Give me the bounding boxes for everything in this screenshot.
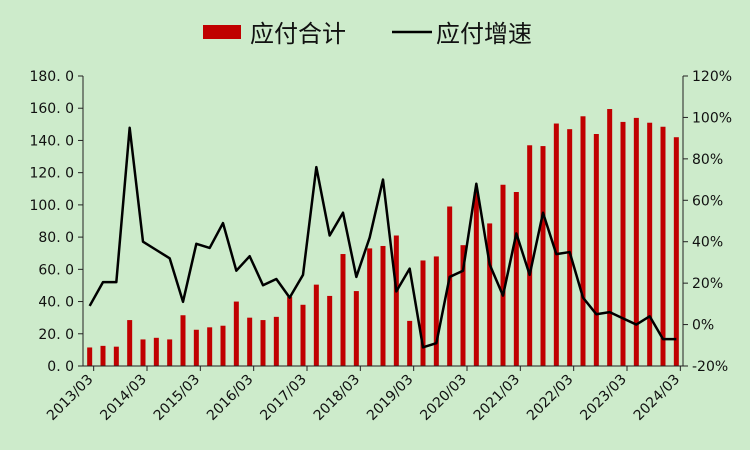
x-tick-label: 2022/03	[524, 372, 576, 424]
right-tick-label: 40%	[692, 235, 723, 251]
bar	[460, 245, 466, 366]
left-tick-label: 20. 0	[38, 327, 74, 343]
left-tick-label: 180. 0	[29, 69, 74, 85]
x-tick-label: 2020/03	[417, 372, 469, 424]
x-tick-label: 2021/03	[471, 372, 523, 424]
right-tick-label: 120%	[692, 69, 732, 85]
bar	[620, 121, 626, 366]
bar	[247, 317, 253, 366]
left-tick-label: 140. 0	[29, 133, 74, 149]
left-tick-label: 100. 0	[29, 198, 74, 214]
left-tick-label: 60. 0	[38, 262, 74, 278]
bar	[340, 254, 346, 366]
bar	[367, 248, 373, 366]
bar	[567, 129, 573, 366]
x-tick-label: 2019/03	[364, 372, 416, 424]
bar	[233, 301, 239, 366]
legend-item-bar: 应付合计	[203, 20, 346, 48]
bar	[127, 320, 133, 366]
x-tick-label: 2014/03	[97, 372, 149, 424]
bar	[407, 320, 413, 366]
bar	[140, 339, 146, 366]
bar	[447, 206, 453, 366]
x-tick-label: 2013/03	[44, 372, 96, 424]
bar	[553, 123, 559, 366]
bar	[113, 346, 119, 366]
bar	[220, 325, 226, 366]
bar	[100, 345, 106, 366]
bar	[540, 146, 546, 366]
bar	[420, 260, 426, 366]
bar	[647, 122, 653, 366]
bar	[473, 192, 479, 366]
right-tick-label: -20%	[692, 359, 728, 375]
left-tick-label: 0. 0	[47, 359, 74, 375]
right-tick-label: 80%	[692, 152, 723, 168]
bar	[500, 184, 506, 366]
x-tick-label: 2023/03	[577, 372, 629, 424]
bar	[167, 339, 173, 366]
bar	[300, 304, 306, 366]
left-tick-label: 160. 0	[29, 101, 74, 117]
right-tick-label: 20%	[692, 276, 723, 292]
bar	[260, 320, 266, 366]
bar	[433, 256, 439, 366]
bar	[660, 126, 666, 366]
bar	[393, 235, 399, 366]
bar	[207, 327, 213, 366]
right-tick-label: 100%	[692, 110, 732, 126]
series-line	[88, 126, 677, 349]
x-tick-label: 2024/03	[631, 372, 683, 424]
bar	[87, 347, 93, 366]
bar	[153, 337, 159, 366]
x-tick-label: 2016/03	[204, 372, 256, 424]
bar	[327, 295, 333, 366]
bar	[487, 223, 493, 366]
legend-label-line: 应付增速	[436, 20, 532, 48]
bar	[513, 192, 519, 366]
bar	[313, 284, 319, 366]
bar	[193, 329, 199, 366]
bar	[380, 245, 386, 366]
bar	[593, 134, 599, 366]
bar	[673, 137, 679, 366]
legend-label-bar: 应付合计	[250, 20, 346, 48]
bar	[580, 116, 586, 366]
left-tick-label: 80. 0	[38, 230, 74, 246]
plot-area: 0. 0 20. 0 40. 0 60. 0 80. 0 100. 0 120. 0 140.…	[29, 69, 732, 424]
x-tick-label: 2017/03	[257, 372, 309, 424]
legend: 应付合计 应付增速	[203, 20, 532, 48]
left-tick-label: 120. 0	[29, 166, 74, 182]
right-tick-label: 0%	[692, 318, 714, 334]
legend-swatch-bar	[203, 25, 241, 39]
left-tick-label: 40. 0	[38, 295, 74, 311]
bar	[633, 117, 639, 366]
x-tick-label: 2015/03	[151, 372, 203, 424]
bar	[607, 109, 613, 366]
right-tick-label: 60%	[692, 193, 723, 209]
bar	[287, 296, 293, 366]
bar	[180, 315, 186, 366]
bar	[353, 291, 359, 366]
legend-item-line: 应付增速	[392, 20, 532, 48]
bar	[527, 145, 533, 366]
x-tick-label: 2018/03	[311, 372, 363, 424]
bar	[273, 316, 279, 366]
